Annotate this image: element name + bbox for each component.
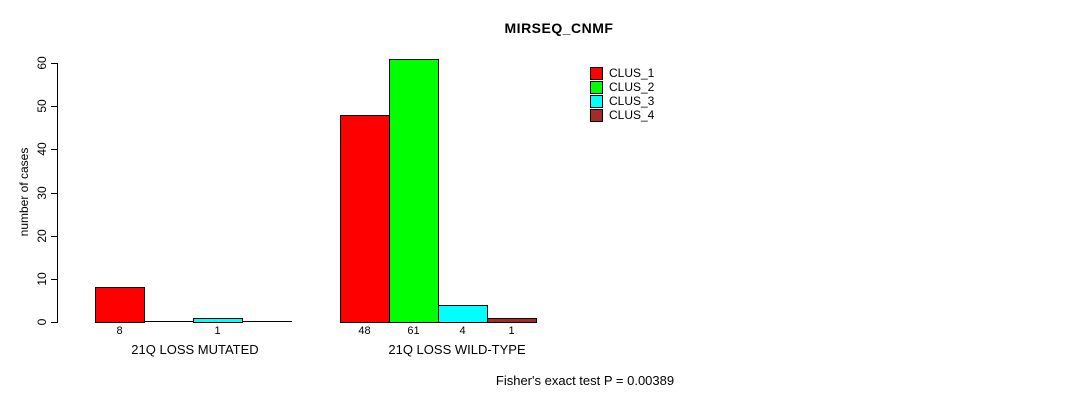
bar-value-label: 4 xyxy=(459,325,466,337)
y-tick-label: 60 xyxy=(35,56,49,70)
y-tick xyxy=(51,193,57,194)
bar-clus_2-group2 xyxy=(389,59,439,323)
bar-clus_3-group1 xyxy=(193,318,243,323)
legend-swatch xyxy=(590,94,603,108)
y-tick-label: 0 xyxy=(35,318,49,326)
bar-value-label: 61 xyxy=(407,325,420,337)
chart-title: MIRSEQ_CNMF xyxy=(504,20,614,36)
legend-item: CLUS_1 xyxy=(590,66,654,80)
legend-label: CLUS_2 xyxy=(609,79,655,94)
bar-value-label: 1 xyxy=(214,325,221,337)
legend-item: CLUS_3 xyxy=(590,94,654,108)
bar-clus_1-group2 xyxy=(340,115,390,323)
stat-test-annotation: Fisher's exact test P = 0.00389 xyxy=(495,373,675,388)
y-tick-label: 20 xyxy=(35,229,49,243)
legend-swatch xyxy=(590,80,603,94)
y-tick-label: 10 xyxy=(35,272,49,286)
category-label: 21Q LOSS MUTATED xyxy=(131,342,259,357)
bar-clus_3-group2 xyxy=(438,305,488,323)
y-tick xyxy=(51,279,57,280)
y-tick xyxy=(51,236,57,237)
bar-clus_1-group1 xyxy=(95,287,145,323)
legend-item: CLUS_4 xyxy=(590,108,654,122)
legend-swatch xyxy=(590,108,603,122)
legend-swatch xyxy=(590,66,603,80)
y-tick xyxy=(51,149,57,150)
legend-label: CLUS_3 xyxy=(609,93,655,108)
legend-label: CLUS_1 xyxy=(609,65,655,80)
bar-clus_4-group2 xyxy=(487,318,537,323)
y-tick-label: 40 xyxy=(35,142,49,156)
y-axis-line xyxy=(57,63,58,323)
y-tick xyxy=(51,63,57,64)
bar-clus_2-group1 xyxy=(144,321,194,322)
legend: CLUS_1 CLUS_2 CLUS_3 CLUS_4 xyxy=(590,66,654,122)
y-tick-label: 50 xyxy=(35,99,49,113)
bar-value-label: 8 xyxy=(116,325,123,337)
bar-clus_4-group1 xyxy=(242,321,292,322)
category-label: 21Q LOSS WILD-TYPE xyxy=(388,342,526,357)
bar-value-label: 1 xyxy=(508,325,515,337)
legend-label: CLUS_4 xyxy=(609,107,655,122)
bar-value-label: 48 xyxy=(358,325,371,337)
y-tick xyxy=(51,322,57,323)
legend-item: CLUS_2 xyxy=(590,80,654,94)
y-axis-title: number of cases xyxy=(17,147,31,237)
y-tick xyxy=(51,106,57,107)
y-tick-label: 30 xyxy=(35,186,49,200)
